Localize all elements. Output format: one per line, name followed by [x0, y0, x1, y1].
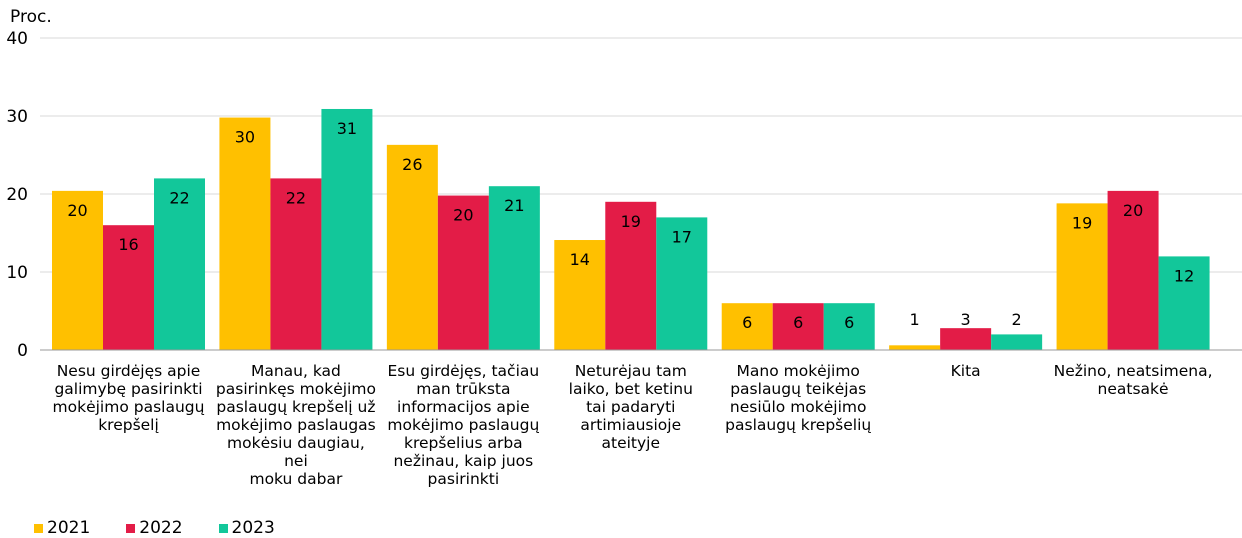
bar-2023-5 [823, 303, 875, 350]
legend-item-2021: 2021 [34, 518, 90, 538]
bar-2023-1 [154, 178, 205, 350]
bar-2023-3 [488, 186, 540, 350]
bar-2022-5 [772, 303, 824, 350]
category-label: Mano mokėjimo paslaugų teikėjas nesiūlo … [725, 362, 872, 434]
bar-2022-6 [940, 328, 992, 350]
y-tick-label: 10 [6, 263, 28, 283]
bar-value-label: 6 [793, 313, 803, 332]
y-tick-label: 40 [6, 29, 28, 49]
bar-value-label: 21 [504, 196, 524, 215]
legend: 2021 2022 2023 [34, 518, 275, 538]
bar-value-label: 2 [1012, 310, 1022, 329]
bar-value-label: 26 [402, 155, 422, 174]
bar-2022-2 [270, 178, 322, 350]
bar-value-label: 19 [621, 212, 641, 231]
legend-label-2022: 2022 [139, 518, 183, 538]
bar-value-label: 6 [844, 313, 854, 332]
legend-swatch-2023 [218, 523, 228, 533]
bar-value-label: 6 [742, 313, 752, 332]
bars [52, 108, 1210, 350]
bar-value-label: 20 [1123, 201, 1143, 220]
legend-label-2021: 2021 [47, 518, 91, 538]
y-tick-labels: 0 10 20 30 40 [6, 29, 28, 361]
bar-value-label: 20 [453, 206, 473, 225]
category-label: Neturėjau tam laiko, bet ketinu tai pada… [568, 362, 693, 452]
bar-2022-3 [437, 195, 489, 350]
bar-2021-1 [52, 190, 103, 350]
category-label: Manau, kad pasirinkęs mokėjimo paslaugų … [215, 362, 376, 488]
category-label: Esu girdėjęs, tačiau man trūksta informa… [387, 362, 540, 488]
category-label: Nežino, neatsimena, neatsakė [1053, 362, 1213, 398]
bar-value-label: 19 [1072, 213, 1092, 232]
bar-value-label: 17 [672, 227, 692, 246]
legend-item-2023: 2023 [218, 518, 275, 538]
y-tick-label: 0 [17, 341, 28, 361]
legend-swatch-2021 [34, 523, 43, 533]
bar-value-label: 12 [1174, 266, 1194, 285]
bar-2021-3 [386, 144, 438, 350]
bar-value-label: 30 [235, 128, 255, 147]
bar-2023-4 [656, 217, 708, 350]
legend-swatch-2022 [126, 523, 136, 533]
legend-item-2022: 2022 [126, 518, 183, 538]
y-tick-label: 20 [6, 185, 28, 205]
bar-2022-4 [605, 201, 657, 350]
bar-2022-1 [103, 225, 154, 350]
bar-2023-6 [991, 334, 1043, 350]
bar-2021-2 [219, 117, 271, 350]
bar-2023-2 [321, 108, 373, 350]
bar-value-label: 14 [570, 250, 590, 269]
bar-value-labels: 20 16 22 30 22 31 26 20 21 14 19 17 6 6 6 1 3 2 19 20 12 [67, 119, 1194, 332]
bar-value-label: 22 [169, 188, 189, 207]
category-label: Nesu girdėjęs apie galimybę pasirinkti m… [52, 362, 205, 434]
bar-value-label: 20 [67, 201, 87, 220]
bar-2021-7 [1056, 203, 1108, 350]
y-tick-label: 30 [6, 107, 28, 127]
bar-2021-6 [889, 345, 941, 350]
bar-2021-4 [554, 240, 606, 350]
bar-value-label: 31 [337, 119, 357, 138]
bar-value-label: 3 [961, 310, 971, 329]
bar-2022-7 [1107, 190, 1159, 350]
bar-2023-7 [1158, 256, 1210, 350]
y-axis-label: Proc. [10, 7, 52, 27]
bar-value-label: 1 [910, 310, 920, 329]
category-label: Kita [950, 362, 981, 380]
legend-label-2023: 2023 [231, 518, 275, 538]
bar-value-label: 22 [286, 188, 306, 207]
bar-value-label: 16 [118, 235, 138, 254]
bar-2021-5 [721, 303, 773, 350]
